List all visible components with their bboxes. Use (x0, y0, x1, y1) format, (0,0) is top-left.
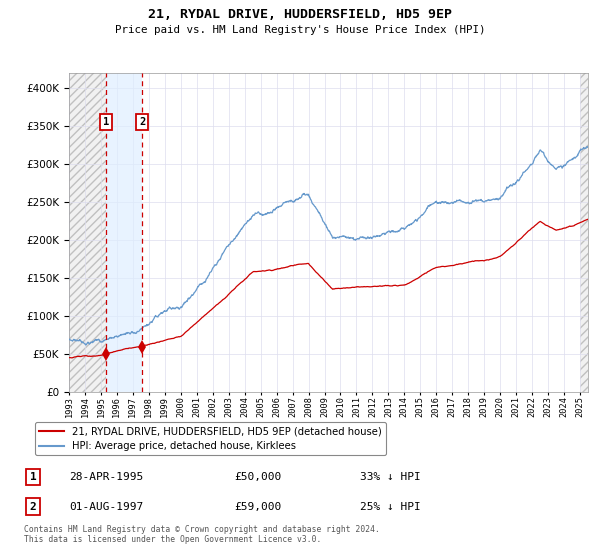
Bar (106, 73, 142, 392)
Text: 2: 2 (139, 117, 145, 127)
Text: Price paid vs. HM Land Registry's House Price Index (HPI): Price paid vs. HM Land Registry's House … (115, 25, 485, 35)
Text: 1: 1 (103, 117, 109, 127)
Text: 1: 1 (29, 472, 37, 482)
Text: £50,000: £50,000 (234, 472, 281, 482)
Text: Contains HM Land Registry data © Crown copyright and database right 2024.
This d: Contains HM Land Registry data © Crown c… (24, 525, 380, 544)
Text: £59,000: £59,000 (234, 502, 281, 512)
Text: 01-AUG-1997: 01-AUG-1997 (69, 502, 143, 512)
Text: 2: 2 (29, 502, 37, 512)
Legend: 21, RYDAL DRIVE, HUDDERSFIELD, HD5 9EP (detached house), HPI: Average price, det: 21, RYDAL DRIVE, HUDDERSFIELD, HD5 9EP (… (35, 422, 386, 455)
Text: 25% ↓ HPI: 25% ↓ HPI (360, 502, 421, 512)
Text: 33% ↓ HPI: 33% ↓ HPI (360, 472, 421, 482)
Text: 28-APR-1995: 28-APR-1995 (69, 472, 143, 482)
Text: 21, RYDAL DRIVE, HUDDERSFIELD, HD5 9EP: 21, RYDAL DRIVE, HUDDERSFIELD, HD5 9EP (148, 8, 452, 21)
